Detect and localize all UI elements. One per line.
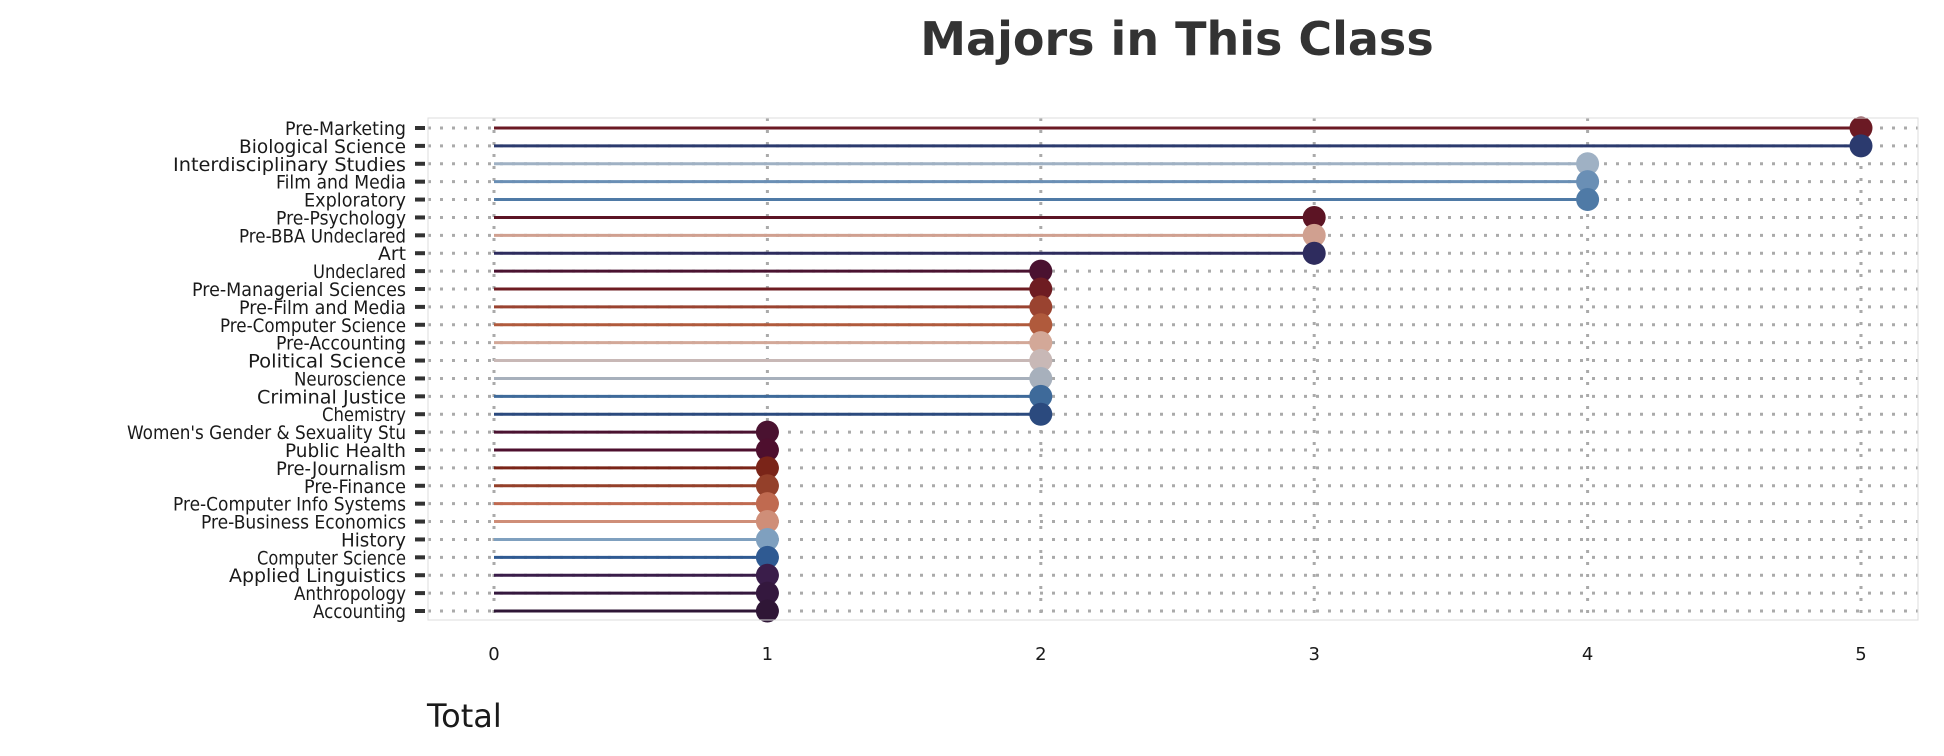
- category-label: Biological Science: [239, 136, 406, 158]
- data-point: [1576, 152, 1600, 176]
- category-label: Art: [378, 243, 406, 265]
- category-label: Pre-Journalism: [276, 458, 406, 480]
- data-point: [1029, 313, 1053, 337]
- data-point: [1302, 241, 1326, 265]
- data-point: [1029, 277, 1053, 301]
- category-label: Computer Science: [257, 547, 406, 569]
- stems: [494, 126, 1861, 613]
- x-tick-label: 4: [1582, 644, 1593, 665]
- category-label: Chemistry: [322, 404, 406, 426]
- category-label: Exploratory: [304, 190, 406, 212]
- data-point: [1849, 116, 1873, 140]
- data-point: [755, 456, 779, 480]
- data-point: [1029, 384, 1053, 408]
- x-tick-label: 0: [488, 644, 499, 665]
- points: [755, 116, 1873, 623]
- data-point: [755, 438, 779, 462]
- plot-panel: [427, 117, 1919, 621]
- category-label: Criminal Justice: [257, 386, 406, 408]
- category-label: Undeclared: [313, 261, 406, 283]
- category-label: Interdisciplinary Studies: [173, 154, 406, 176]
- data-point: [755, 563, 779, 587]
- category-label: Pre-Computer Science: [220, 315, 406, 337]
- data-point: [1029, 295, 1053, 319]
- x-tick-label: 1: [762, 644, 773, 665]
- chart-title: Majors in This Class: [920, 12, 1433, 66]
- x-tick-label: 5: [1855, 644, 1866, 665]
- category-label: Pre-Business Economics: [201, 512, 406, 534]
- category-label: Pre-Accounting: [276, 333, 406, 355]
- category-label: Film and Media: [276, 172, 406, 194]
- category-label: Accounting: [313, 601, 406, 623]
- category-label: Pre-BBA Undeclared: [239, 225, 406, 247]
- category-label: Pre-Psychology: [276, 207, 406, 229]
- category-label: Pre-Marketing: [285, 118, 406, 140]
- x-axis-labels: 0 1 2 3 4 5: [488, 644, 1866, 665]
- grid: [428, 118, 1918, 620]
- category-label: History: [341, 529, 406, 551]
- category-label: Applied Linguistics: [229, 565, 406, 587]
- data-point: [1029, 402, 1053, 426]
- category-label: Pre-Finance: [304, 476, 406, 498]
- data-point: [755, 599, 779, 623]
- data-point: [755, 581, 779, 605]
- data-point: [1029, 349, 1053, 373]
- y-axis-ticks: [415, 126, 425, 613]
- data-point: [1029, 331, 1053, 355]
- x-axis-title: Total: [426, 697, 502, 735]
- data-point: [1576, 188, 1600, 212]
- data-point: [755, 474, 779, 498]
- category-label: Political Science: [248, 351, 406, 373]
- category-label: Anthropology: [294, 583, 406, 605]
- data-point: [755, 492, 779, 516]
- x-tick-label: 3: [1308, 644, 1319, 665]
- category-label: Pre-Film and Media: [239, 297, 406, 319]
- data-point: [755, 510, 779, 534]
- data-point: [1849, 134, 1873, 158]
- category-label: Public Health: [285, 440, 406, 462]
- category-label: Pre-Managerial Sciences: [192, 279, 406, 301]
- data-point: [755, 420, 779, 444]
- data-point: [1302, 223, 1326, 247]
- data-point: [1029, 259, 1053, 283]
- category-label: Pre-Computer Info Systems: [173, 494, 406, 516]
- data-point: [1029, 366, 1053, 390]
- category-label: Women's Gender & Sexuality Stu: [127, 422, 406, 444]
- data-point: [1302, 205, 1326, 229]
- data-point: [755, 527, 779, 551]
- data-point: [1576, 170, 1600, 194]
- category-label: Neuroscience: [294, 368, 406, 390]
- data-point: [755, 545, 779, 569]
- x-tick-label: 2: [1035, 644, 1046, 665]
